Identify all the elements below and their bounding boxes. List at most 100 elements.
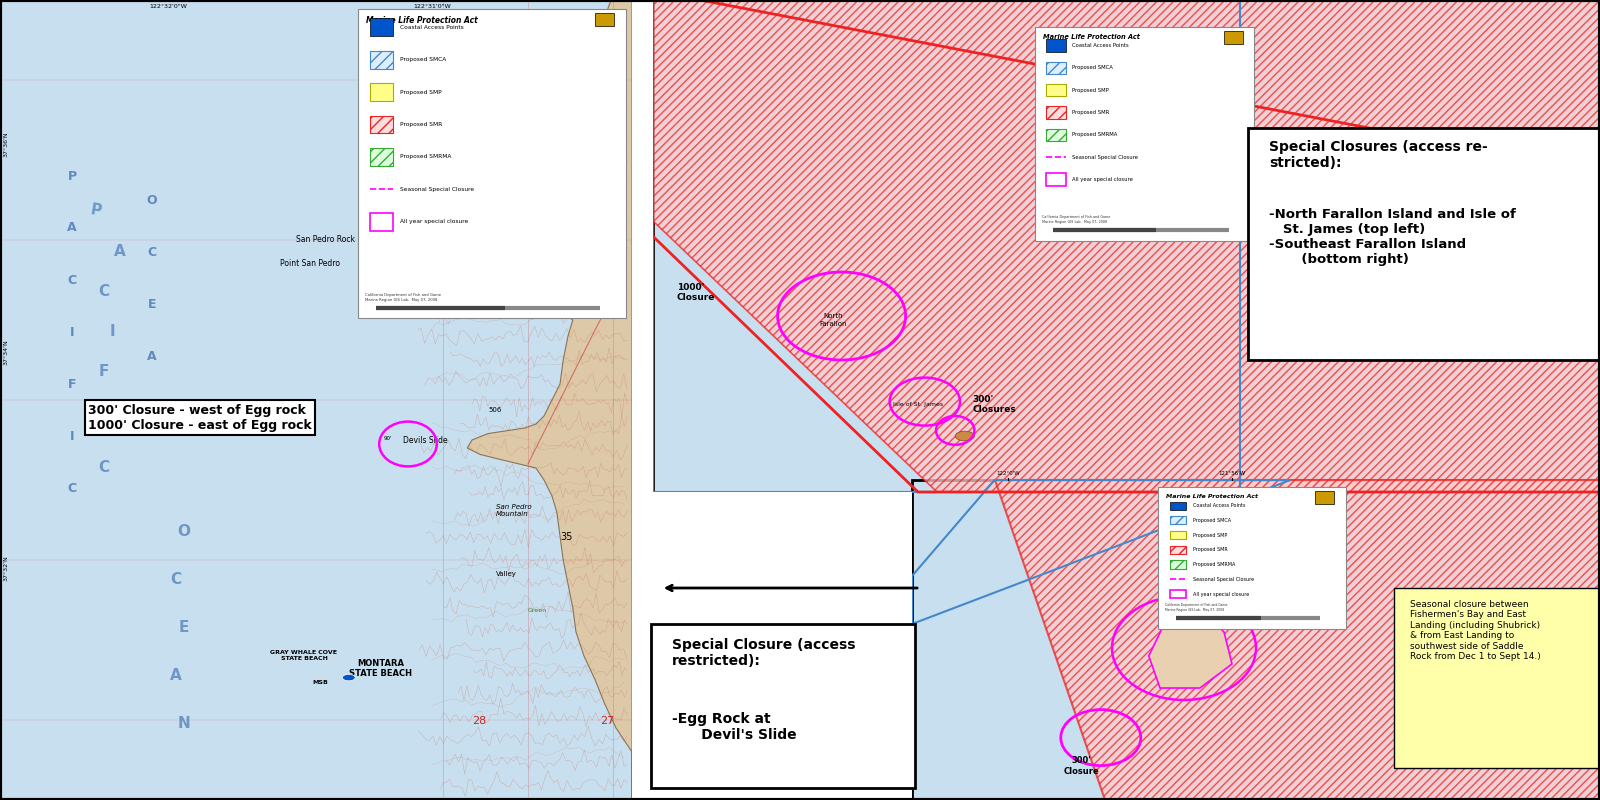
Bar: [1170, 516, 1186, 524]
Bar: [653, 0, 1240, 492]
Text: C: C: [67, 274, 77, 286]
Text: Valley: Valley: [496, 571, 517, 577]
Text: Marine Life Protection Act: Marine Life Protection Act: [1043, 34, 1141, 40]
Text: A: A: [170, 668, 182, 683]
Bar: [1046, 39, 1066, 52]
Text: 1000'
Closure: 1000' Closure: [677, 282, 715, 302]
Text: Seasonal Special Closure: Seasonal Special Closure: [400, 187, 474, 192]
Text: C: C: [147, 246, 157, 258]
Polygon shape: [653, 0, 1600, 492]
Bar: [1170, 502, 1186, 510]
Text: Proposed SMRMA: Proposed SMRMA: [1192, 562, 1235, 567]
Bar: [370, 50, 394, 69]
Bar: [1170, 531, 1186, 539]
Text: 27: 27: [600, 716, 614, 726]
Bar: [1046, 62, 1066, 74]
Bar: [0, 0, 632, 800]
Bar: [912, 480, 1600, 800]
Bar: [1315, 491, 1334, 504]
Text: MSB: MSB: [312, 680, 328, 685]
FancyBboxPatch shape: [1158, 487, 1346, 629]
Circle shape: [419, 262, 435, 270]
Text: GRAY WHALE COVE
STATE BEACH: GRAY WHALE COVE STATE BEACH: [270, 650, 338, 661]
Text: Seasonal closure between
Fishermen's Bay and East
Landing (including Shubrick)
&: Seasonal closure between Fishermen's Bay…: [1410, 600, 1541, 661]
Text: 300'
Closures: 300' Closures: [973, 394, 1016, 414]
Bar: [370, 213, 394, 230]
Text: C: C: [171, 572, 181, 587]
Text: P: P: [67, 170, 77, 182]
Text: Proposed SMRMA: Proposed SMRMA: [400, 154, 451, 159]
Text: California Department of Fish and Game
Marine Region GIS Lab,  May 07, 2008: California Department of Fish and Game M…: [365, 293, 442, 302]
Bar: [1046, 174, 1066, 186]
Text: San Pedro Rock: San Pedro Rock: [296, 234, 355, 243]
Text: Coastal Access Points: Coastal Access Points: [400, 25, 464, 30]
Text: MONTARA
STATE BEACH: MONTARA STATE BEACH: [349, 658, 413, 678]
Text: California Department of Fish and Game
Marine Region GIS Lab,  May 07, 2008: California Department of Fish and Game M…: [1165, 603, 1227, 612]
Text: -Egg Rock at
      Devil's Slide: -Egg Rock at Devil's Slide: [672, 712, 797, 742]
Text: A: A: [114, 244, 126, 259]
Text: Seasonal Special Closure: Seasonal Special Closure: [1192, 577, 1254, 582]
FancyBboxPatch shape: [358, 9, 626, 318]
Text: Coastal Access Points: Coastal Access Points: [1072, 43, 1130, 48]
Bar: [1224, 31, 1243, 44]
Text: Southeast
Farallon: Southeast Farallon: [1224, 606, 1262, 626]
FancyBboxPatch shape: [1035, 27, 1254, 241]
Text: Proposed SMR: Proposed SMR: [1072, 110, 1109, 115]
Text: I: I: [70, 430, 74, 442]
Bar: [1046, 106, 1066, 118]
Circle shape: [955, 431, 974, 441]
Text: Proposed SMP: Proposed SMP: [1192, 533, 1227, 538]
Text: I: I: [109, 324, 115, 339]
Text: Special Closure (access
restricted):: Special Closure (access restricted):: [672, 638, 856, 668]
Text: 37°32'N: 37°32'N: [3, 555, 8, 581]
Text: Proposed SMR: Proposed SMR: [400, 122, 442, 127]
Polygon shape: [568, 120, 605, 144]
Bar: [632, 0, 653, 800]
Polygon shape: [467, 0, 632, 800]
Text: I: I: [70, 326, 74, 338]
Polygon shape: [995, 480, 1600, 800]
Text: 122°31'0"W: 122°31'0"W: [413, 4, 451, 9]
Text: 35: 35: [560, 532, 573, 542]
Text: N: N: [147, 402, 157, 414]
Text: 37°34'N: 37°34'N: [3, 339, 8, 365]
Text: Point San Pedro: Point San Pedro: [280, 258, 339, 267]
Text: 122°32'0"W: 122°32'0"W: [149, 4, 187, 9]
Bar: [1170, 561, 1186, 569]
Bar: [370, 148, 394, 166]
Text: 37°36'N: 37°36'N: [3, 131, 8, 157]
Text: Devils Slide: Devils Slide: [403, 436, 448, 445]
Text: A: A: [147, 350, 157, 362]
Text: E: E: [147, 298, 157, 310]
Text: All year special closure: All year special closure: [1072, 177, 1133, 182]
Bar: [370, 18, 394, 36]
Bar: [370, 83, 394, 101]
Text: F: F: [67, 378, 77, 390]
Text: Proposed SMCA: Proposed SMCA: [1072, 66, 1114, 70]
Text: I: I: [109, 412, 115, 427]
Text: Marine Life Protection Act: Marine Life Protection Act: [366, 16, 478, 25]
FancyBboxPatch shape: [1394, 588, 1600, 768]
Text: 300'
Closure: 300' Closure: [1064, 756, 1099, 776]
Polygon shape: [541, 168, 576, 192]
Text: Proposed SMR: Proposed SMR: [1192, 547, 1227, 552]
Text: 122°0'W: 122°0'W: [997, 471, 1019, 476]
Text: Marine Life Protection Act: Marine Life Protection Act: [1166, 494, 1258, 499]
Text: California Department of Fish and Game
Marine Region GIS Lab,  May 07, 2008: California Department of Fish and Game M…: [1042, 215, 1110, 224]
Bar: [1170, 590, 1186, 598]
Text: Proposed SMP: Proposed SMP: [400, 90, 442, 94]
Bar: [595, 13, 614, 26]
Bar: [1170, 546, 1186, 554]
Text: North
Farallon: North Farallon: [819, 314, 848, 326]
Bar: [653, 0, 1600, 492]
Bar: [1046, 84, 1066, 96]
Bar: [653, 492, 912, 800]
Text: Special Closures (access re-
stricted):: Special Closures (access re- stricted):: [1269, 140, 1488, 170]
Text: O: O: [147, 194, 157, 206]
Text: Isle of St. James: Isle of St. James: [893, 402, 942, 406]
Text: Coastal Access Points: Coastal Access Points: [1192, 503, 1245, 508]
Text: Seasonal Special Closure: Seasonal Special Closure: [1072, 154, 1138, 160]
Text: 506: 506: [488, 407, 501, 413]
Text: Proposed SMRMA: Proposed SMRMA: [1072, 132, 1118, 138]
Text: P: P: [90, 202, 102, 219]
